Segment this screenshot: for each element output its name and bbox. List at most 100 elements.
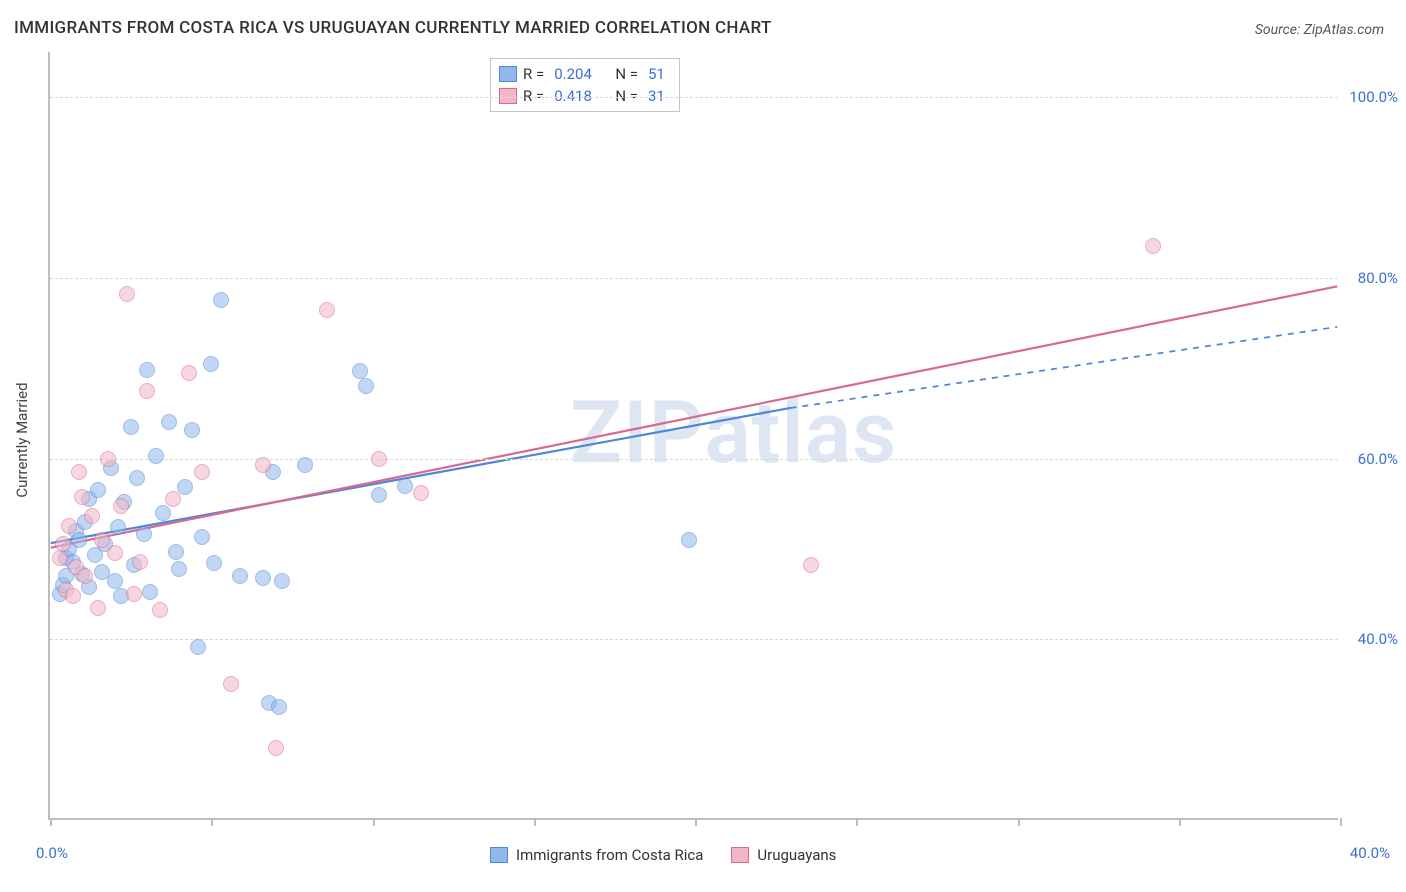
data-point-uruguayans <box>132 554 148 570</box>
data-point-costarica <box>190 639 206 655</box>
data-point-costarica <box>177 479 193 495</box>
data-point-costarica <box>142 584 158 600</box>
data-point-costarica <box>274 573 290 589</box>
data-point-uruguayans <box>126 586 142 602</box>
data-point-uruguayans <box>413 485 429 501</box>
x-tick <box>856 818 858 826</box>
source-name: ZipAtlas.com <box>1304 22 1384 38</box>
x-tick <box>1018 818 1020 826</box>
swatch-costarica-icon <box>490 847 508 863</box>
data-point-uruguayans <box>61 518 77 534</box>
swatch-costarica <box>499 66 517 82</box>
data-point-uruguayans <box>119 286 135 302</box>
n-prefix: N = <box>615 63 638 85</box>
data-point-uruguayans <box>77 568 93 584</box>
trendline-extrapolated-costarica <box>790 327 1337 408</box>
watermark: ZIPatlas <box>570 382 897 483</box>
data-point-costarica <box>129 470 145 486</box>
data-point-uruguayans <box>139 383 155 399</box>
data-point-costarica <box>161 414 177 430</box>
x-tick <box>534 818 536 826</box>
data-point-costarica <box>371 487 387 503</box>
data-point-costarica <box>139 362 155 378</box>
data-point-costarica <box>171 561 187 577</box>
gridline-h <box>50 97 1338 98</box>
r-value-costarica: 0.204 <box>554 63 592 85</box>
r-prefix: R = <box>523 85 544 107</box>
y-tick-label: 40.0% <box>1342 630 1398 648</box>
chart-title: IMMIGRANTS FROM COSTA RICA VS URUGUAYAN … <box>14 18 772 38</box>
data-point-uruguayans <box>55 536 71 552</box>
x-label-max: 40.0% <box>1350 844 1390 862</box>
trendline-costarica <box>51 408 791 543</box>
data-point-uruguayans <box>100 451 116 467</box>
swatch-uruguayans <box>499 88 517 104</box>
data-point-costarica <box>90 482 106 498</box>
data-point-uruguayans <box>94 532 110 548</box>
data-point-costarica <box>148 448 164 464</box>
y-tick-label: 80.0% <box>1342 269 1398 287</box>
data-point-uruguayans <box>165 491 181 507</box>
data-point-costarica <box>184 422 200 438</box>
trendline-uruguayans <box>51 286 1338 547</box>
y-axis-title: Currently Married <box>13 382 31 497</box>
data-point-costarica <box>110 519 126 535</box>
r-value-uruguayans: 0.418 <box>554 85 592 107</box>
data-point-costarica <box>255 570 271 586</box>
data-point-costarica <box>203 356 219 372</box>
data-point-uruguayans <box>107 545 123 561</box>
r-prefix: R = <box>523 63 544 85</box>
y-tick-label: 100.0% <box>1342 88 1398 106</box>
n-value-uruguayans: 31 <box>648 85 665 107</box>
data-point-uruguayans <box>319 302 335 318</box>
gridline-h <box>50 459 1338 460</box>
data-point-uruguayans <box>113 498 129 514</box>
data-point-costarica <box>297 457 313 473</box>
data-point-uruguayans <box>194 464 210 480</box>
data-point-uruguayans <box>52 550 68 566</box>
data-point-uruguayans <box>90 600 106 616</box>
x-tick <box>1340 818 1342 826</box>
gridline-h <box>50 639 1338 640</box>
x-label-min: 0.0% <box>36 844 68 862</box>
legend-item-uruguayans: Uruguayans <box>731 846 836 864</box>
n-prefix: N = <box>615 85 638 107</box>
source-credit: Source: ZipAtlas.com <box>1255 22 1384 38</box>
data-point-costarica <box>271 699 287 715</box>
data-point-uruguayans <box>371 451 387 467</box>
x-tick <box>695 818 697 826</box>
data-point-uruguayans <box>223 676 239 692</box>
plot-area: ZIPatlas R = 0.204 N = 51 R = 0.418 N = … <box>48 52 1338 820</box>
data-point-costarica <box>681 532 697 548</box>
data-point-uruguayans <box>803 557 819 573</box>
x-tick <box>1179 818 1181 826</box>
data-point-uruguayans <box>71 464 87 480</box>
legend-label-uruguayans: Uruguayans <box>757 846 836 864</box>
data-point-costarica <box>232 568 248 584</box>
data-point-uruguayans <box>152 602 168 618</box>
data-point-uruguayans <box>181 365 197 381</box>
data-point-costarica <box>168 544 184 560</box>
data-point-costarica <box>194 529 210 545</box>
stats-legend-box: R = 0.204 N = 51 R = 0.418 N = 31 <box>490 58 680 112</box>
stats-row-uruguayans: R = 0.418 N = 31 <box>499 85 669 107</box>
data-point-costarica <box>136 526 152 542</box>
x-tick <box>50 818 52 826</box>
x-tick <box>211 818 213 826</box>
source-prefix: Source: <box>1255 22 1304 38</box>
data-point-costarica <box>213 292 229 308</box>
correlation-chart: IMMIGRANTS FROM COSTA RICA VS URUGUAYAN … <box>0 0 1406 892</box>
stats-row-costarica: R = 0.204 N = 51 <box>499 63 669 85</box>
data-point-costarica <box>71 532 87 548</box>
legend-label-costarica: Immigrants from Costa Rica <box>516 846 703 864</box>
data-point-costarica <box>155 505 171 521</box>
data-point-uruguayans <box>84 508 100 524</box>
swatch-uruguayans-icon <box>731 847 749 863</box>
data-point-uruguayans <box>255 457 271 473</box>
data-point-costarica <box>123 419 139 435</box>
data-point-costarica <box>206 555 222 571</box>
data-point-uruguayans <box>74 489 90 505</box>
gridline-h <box>50 278 1338 279</box>
data-point-uruguayans <box>268 740 284 756</box>
data-point-uruguayans <box>1145 238 1161 254</box>
